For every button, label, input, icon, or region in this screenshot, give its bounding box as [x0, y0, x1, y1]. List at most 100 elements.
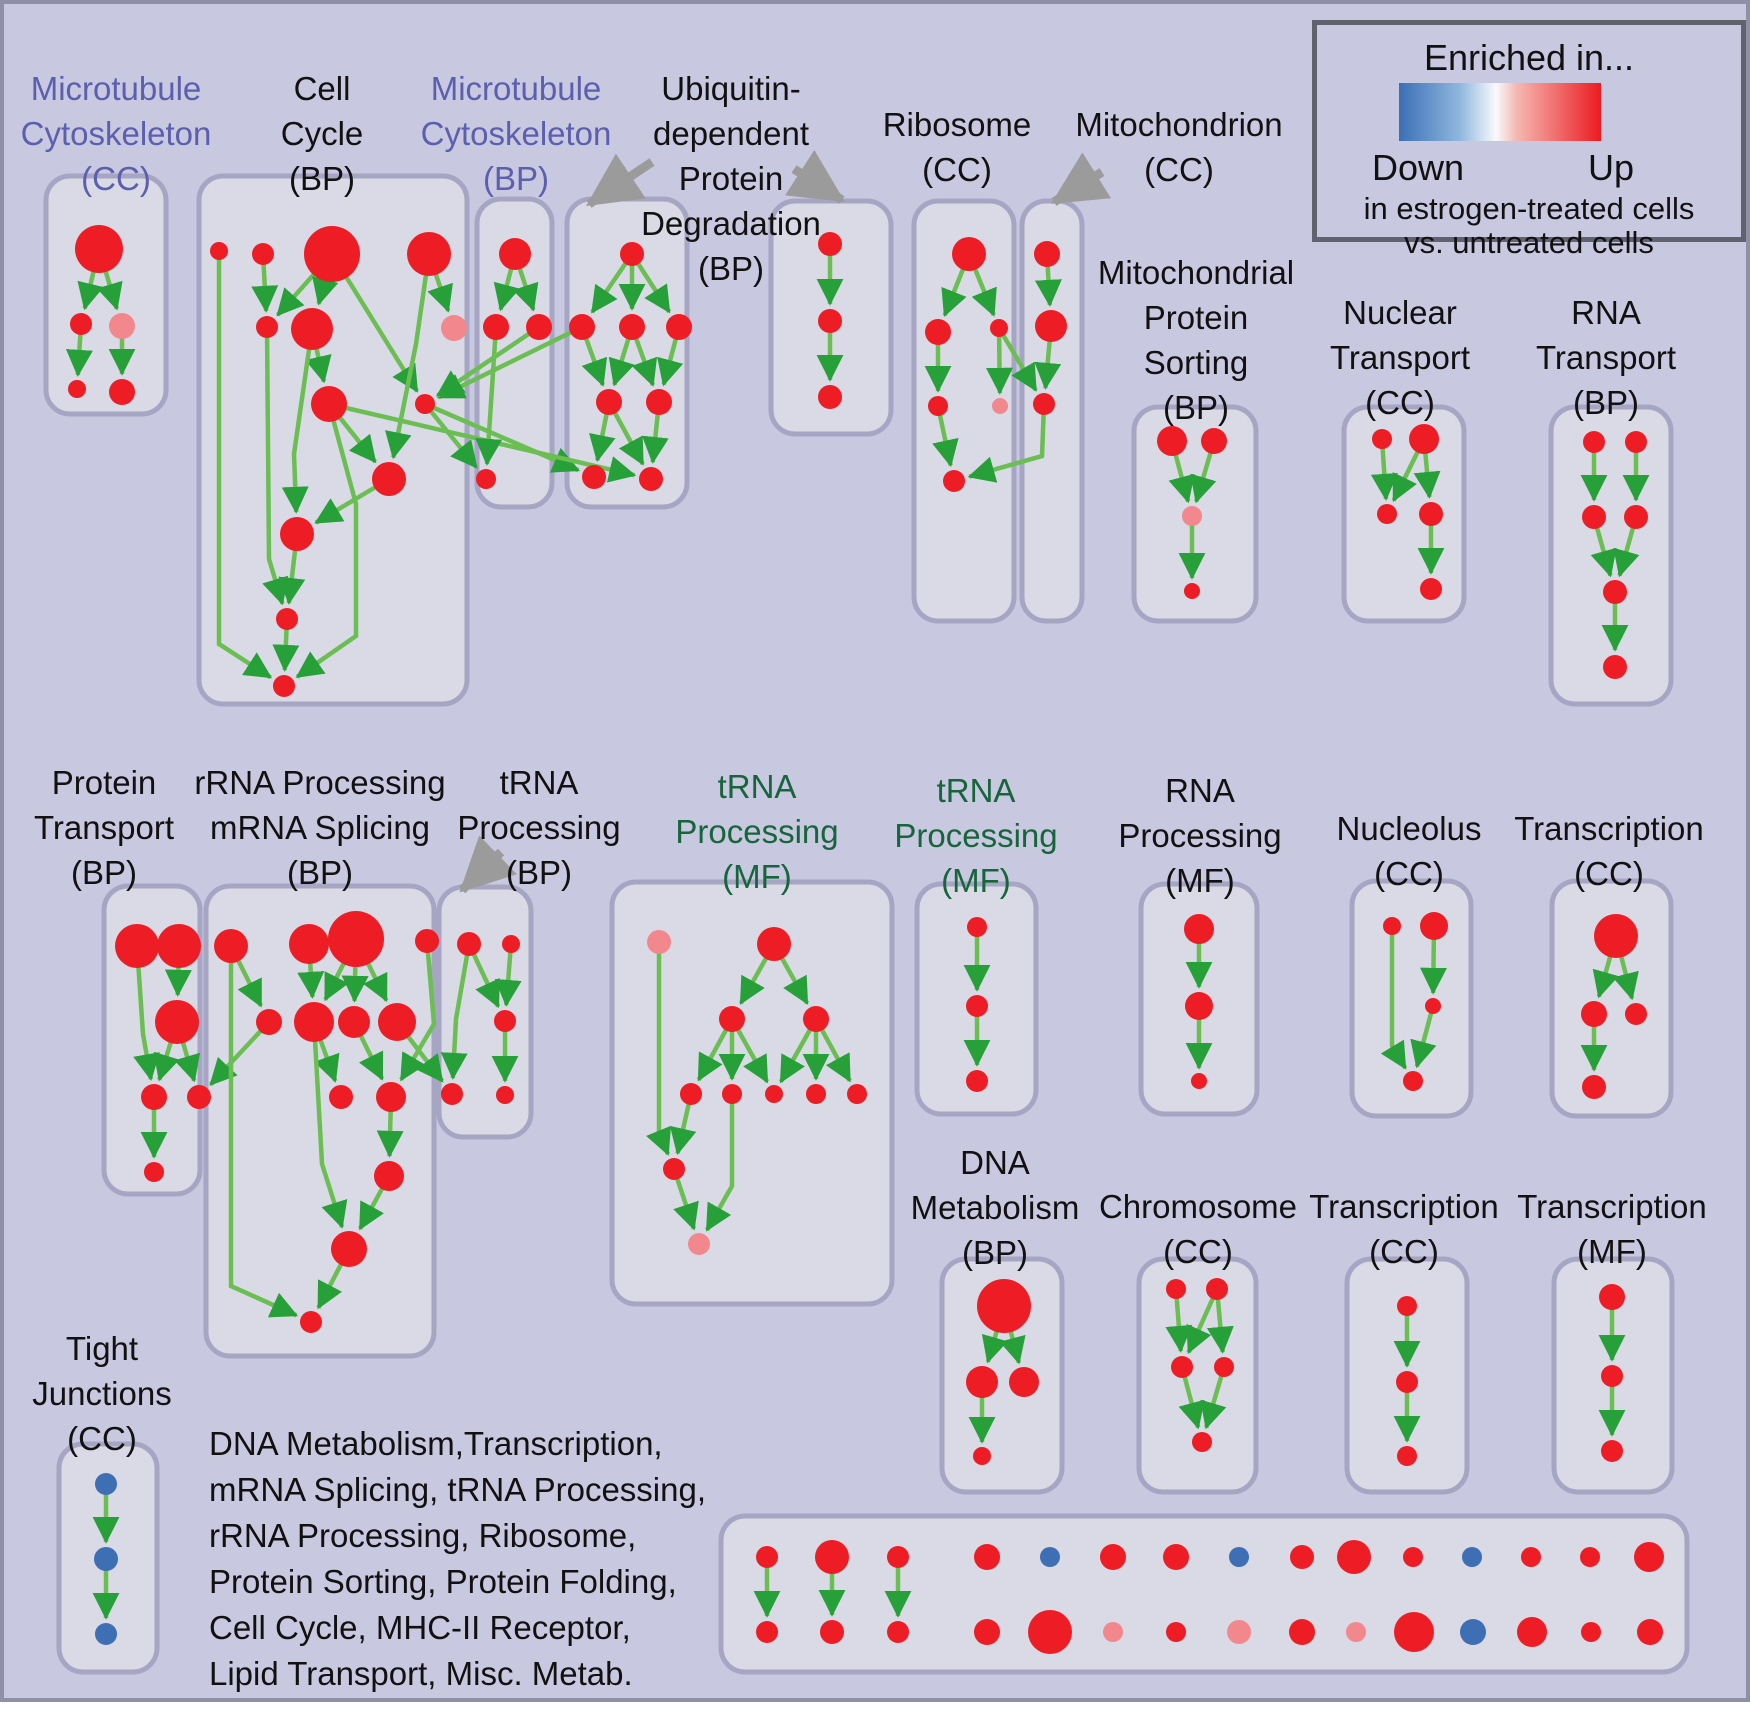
go-term-node — [1425, 998, 1441, 1014]
go-term-node — [977, 1279, 1031, 1333]
go-term-node — [756, 1621, 778, 1643]
go-term-node — [1601, 1440, 1623, 1462]
go-term-node — [1372, 429, 1392, 449]
cluster-label: rRNA Processing mRNA Splicing (BP) — [194, 764, 446, 891]
go-term-node — [1582, 505, 1606, 529]
hierarchy-edge — [932, 405, 959, 468]
go-term-node — [806, 1084, 826, 1104]
go-term-node — [291, 308, 333, 350]
go-term-node — [1601, 1365, 1623, 1387]
go-term-node — [1028, 1610, 1072, 1654]
go-term-node — [407, 232, 451, 276]
cluster-label: Microtubule Cytoskeleton (CC) — [20, 70, 212, 197]
cluster-label: RNA Transport (BP) — [1536, 294, 1676, 421]
go-term-node — [496, 1086, 514, 1104]
go-term-node — [663, 1158, 685, 1180]
go-term-node — [280, 517, 314, 551]
hierarchy-edge — [1370, 438, 1398, 501]
go-term-node — [1409, 424, 1439, 454]
legend-gradient-bar — [1399, 83, 1601, 141]
hierarchy-edge — [295, 403, 359, 679]
go-term-node — [526, 314, 552, 340]
go-term-node — [1383, 917, 1401, 935]
go-term-node — [1599, 1284, 1625, 1310]
go-term-node — [483, 314, 509, 340]
cluster-label: Ubiquitin- dependent Protein Degradation… — [641, 70, 821, 287]
cluster-label: DNA Metabolism (BP) — [910, 1144, 1080, 1271]
cluster-box — [718, 1513, 1690, 1675]
go-term-node — [967, 917, 987, 937]
hierarchy-edge — [1165, 1288, 1193, 1353]
go-term-node — [815, 1540, 849, 1574]
go-term-node — [973, 1447, 991, 1465]
go-term-node — [1403, 1547, 1423, 1567]
hierarchy-edge — [494, 943, 522, 1007]
go-term-node — [304, 226, 360, 282]
legend-title: Enriched in... — [1423, 37, 1635, 78]
cluster-label: Transcription (CC) — [1309, 1188, 1499, 1270]
go-term-node — [1625, 431, 1647, 453]
go-term-node — [1403, 1071, 1423, 1091]
hierarchy-edge — [646, 942, 672, 1156]
go-term-node — [1100, 1544, 1126, 1570]
go-term-node — [646, 389, 672, 415]
go-term-node — [1582, 1075, 1606, 1099]
go-term-node — [109, 379, 135, 405]
cluster-label: Nucleolus (CC) — [1336, 810, 1482, 892]
hierarchy-edge — [704, 1094, 735, 1232]
go-term-node — [992, 398, 1008, 414]
cluster-label: Tight Junctions (CC) — [32, 1330, 172, 1457]
go-term-node — [441, 315, 467, 341]
go-term-node — [803, 1006, 829, 1032]
hierarchy-edge — [967, 403, 1047, 483]
legend-subtitle-line1: in estrogen-treated cells — [1363, 191, 1695, 226]
go-term-node — [596, 389, 622, 415]
go-term-node — [619, 314, 645, 340]
go-term-node — [95, 1623, 117, 1645]
go-term-node — [688, 1233, 710, 1255]
go-term-node — [1624, 505, 1648, 529]
go-term-node — [1206, 1278, 1228, 1300]
go-term-node — [289, 924, 329, 964]
cluster-label: Ribosome (CC) — [882, 106, 1032, 188]
go-term-node — [144, 1162, 164, 1182]
hierarchy-edge — [997, 326, 1038, 392]
hierarchy-edge — [281, 328, 315, 514]
cluster-label: Protein Transport (BP) — [34, 764, 174, 891]
go-term-node — [1594, 914, 1638, 958]
go-term-node — [1583, 431, 1605, 453]
go-term-node — [115, 924, 159, 968]
label-pointer-arrow — [458, 835, 517, 894]
go-term-node — [1420, 578, 1442, 600]
legend-subtitle-line2: vs. untreated cells — [1404, 225, 1654, 260]
go-term-node — [276, 608, 298, 630]
go-term-node — [1201, 428, 1227, 454]
hierarchy-edge — [1380, 926, 1408, 1070]
go-term-node — [1517, 1617, 1547, 1647]
go-term-node — [639, 467, 663, 491]
go-term-node — [338, 1006, 370, 1038]
cluster-label: Cell Cycle (BP) — [280, 70, 364, 197]
go-term-node — [620, 242, 644, 266]
go-term-node — [331, 1231, 367, 1267]
go-term-node — [372, 462, 406, 496]
go-term-node — [457, 932, 481, 956]
go-term-node — [569, 314, 595, 340]
hierarchy-edge — [475, 326, 503, 466]
go-term-node — [441, 1083, 463, 1105]
color-legend: Enriched in... Down Up in estrogen-treat… — [1312, 20, 1746, 260]
go-term-node — [666, 314, 692, 340]
go-term-node — [1625, 1003, 1647, 1025]
hierarchy-edge — [423, 402, 479, 469]
label-pointer-arrow — [785, 149, 846, 204]
go-term-node — [1460, 1619, 1486, 1645]
go-term-node — [1229, 1547, 1249, 1567]
go-term-node — [925, 319, 951, 345]
cluster-label: Microtubule Cytoskeleton (BP) — [420, 70, 612, 197]
go-term-node — [1227, 1620, 1251, 1644]
go-term-node — [818, 232, 842, 256]
misc-clusters-note: DNA Metabolism,Transcription, mRNA Splic… — [209, 1425, 707, 1692]
hierarchy-edge — [399, 940, 437, 1082]
cluster-box — [474, 196, 555, 510]
